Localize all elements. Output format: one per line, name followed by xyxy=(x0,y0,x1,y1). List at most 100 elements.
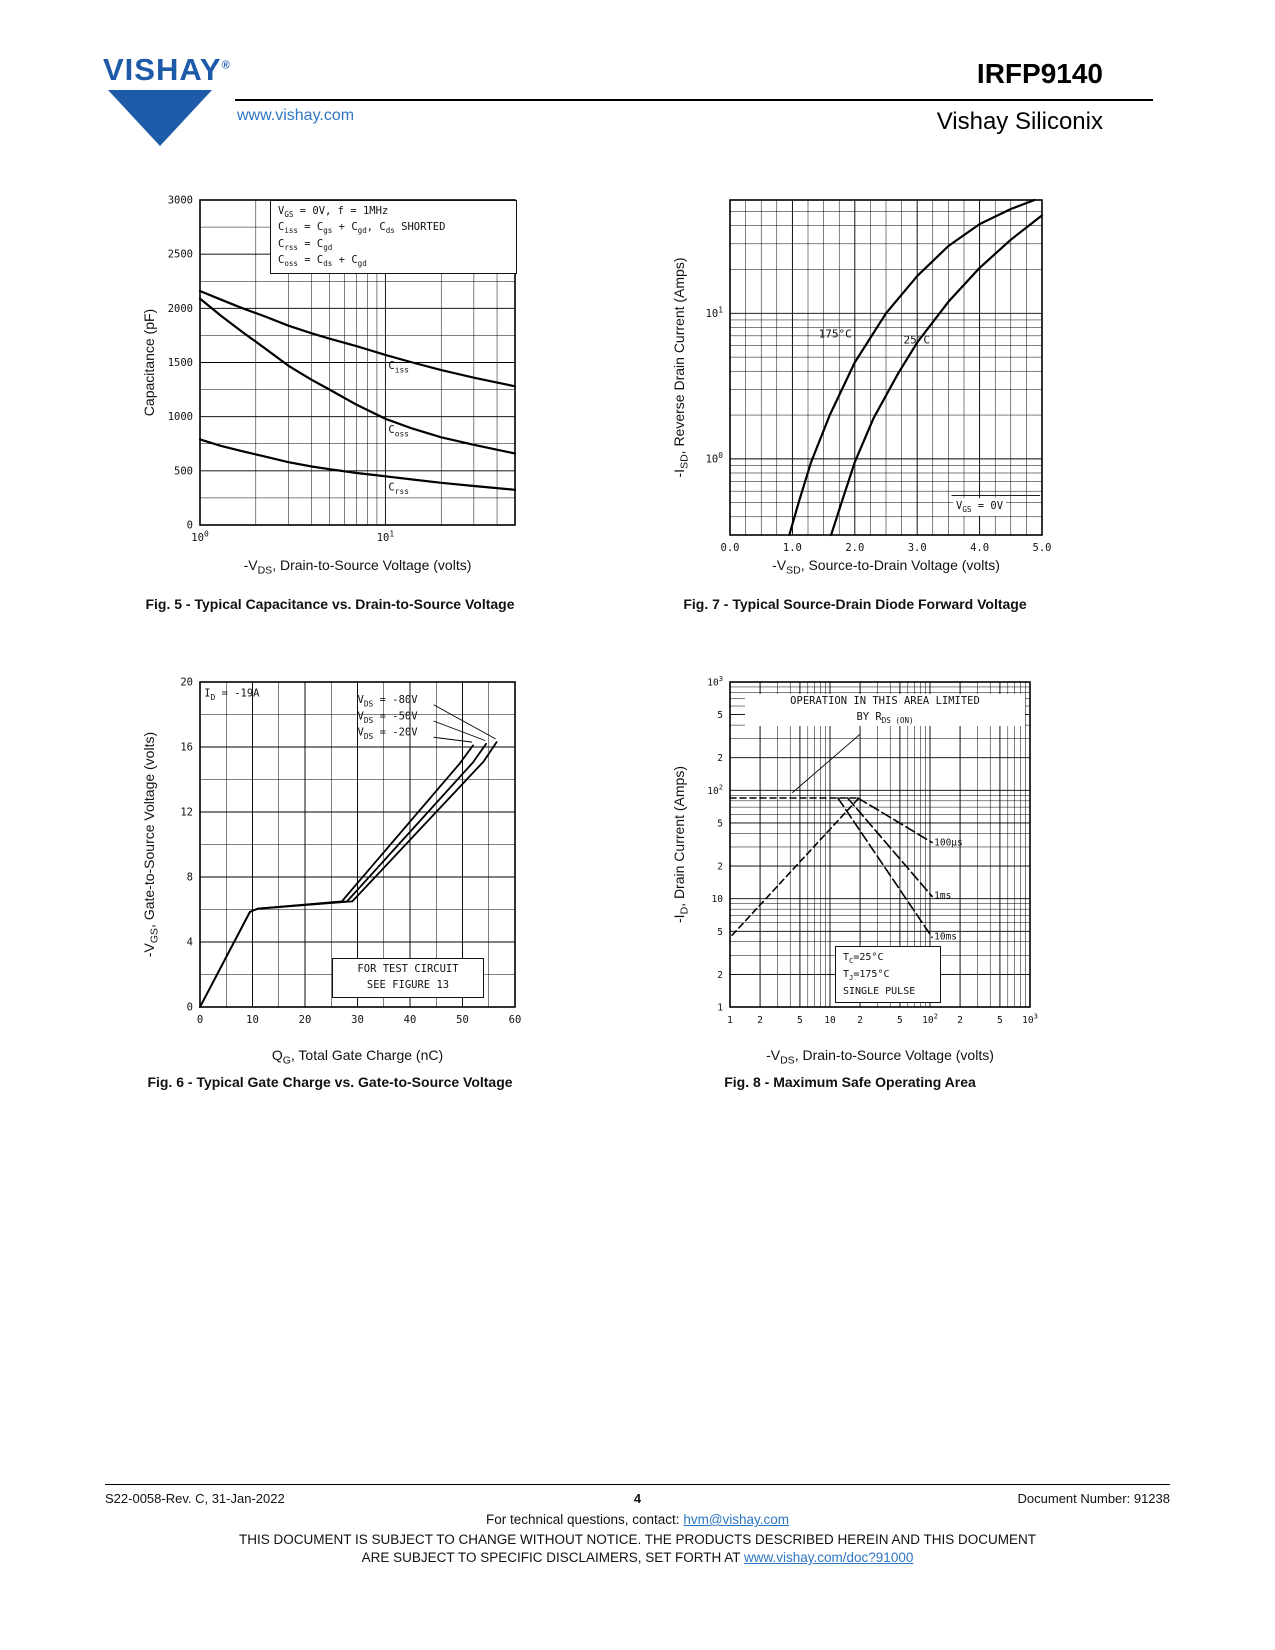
brand-text: VISHAY xyxy=(103,52,222,87)
vishay-website-link[interactable]: www.vishay.com xyxy=(237,107,355,124)
svg-text:2: 2 xyxy=(857,1015,863,1026)
svg-text:2: 2 xyxy=(757,1015,763,1026)
svg-text:102: 102 xyxy=(707,782,723,797)
svg-text:0: 0 xyxy=(187,1002,193,1014)
svg-text:5: 5 xyxy=(717,927,723,938)
svg-text:12: 12 xyxy=(180,807,193,819)
fig8-operation-note: OPERATION IN THIS AREA LIMITED BY RDS (ON… xyxy=(745,694,1025,727)
svg-text:10: 10 xyxy=(712,894,724,905)
svg-text:2: 2 xyxy=(717,970,723,981)
footer-page-number: 4 xyxy=(633,1491,642,1506)
svg-text:103: 103 xyxy=(707,674,723,689)
fig8-soa-chart: 1 2 5 10 2 5 102 2 5 103 1 2 5 10 2 5 102 2 5 103 100μs 1ms 10… xyxy=(645,660,1055,1070)
svg-text:QG, Total Gate Charge (nC): QG, Total Gate Charge (nC) xyxy=(272,1047,443,1067)
svg-text:100: 100 xyxy=(706,451,724,466)
svg-text:5: 5 xyxy=(797,1015,803,1026)
svg-text:10: 10 xyxy=(246,1014,259,1026)
svg-text:1000: 1000 xyxy=(168,411,193,423)
vishay-triangle-icon xyxy=(108,90,212,146)
svg-text:4: 4 xyxy=(187,937,193,949)
fig5-capacitance-chart: 100 101 0 500 1000 1500 2000 2500 3000 Ciss Coss Cr… xyxy=(120,180,540,580)
svg-text:0.0: 0.0 xyxy=(721,542,740,554)
footer-contact: For technical questions, contact: hvm@vi… xyxy=(0,1512,1275,1527)
svg-text:10: 10 xyxy=(824,1015,836,1026)
vishay-logo: VISHAY® xyxy=(103,52,231,146)
fig5-caption: Fig. 5 - Typical Capacitance vs. Drain-t… xyxy=(145,596,515,612)
footer-disclaimer-line2: ARE SUBJECT TO SPECIFIC DISCLAIMERS, SET… xyxy=(0,1550,1275,1565)
svg-text:20: 20 xyxy=(299,1014,312,1026)
svg-text:2: 2 xyxy=(717,753,723,764)
svg-text:2.0: 2.0 xyxy=(845,542,864,554)
svg-text:VDS = -20V: VDS = -20V xyxy=(358,727,419,742)
svg-text:500: 500 xyxy=(174,465,193,477)
header-rule xyxy=(235,99,1153,101)
svg-text:1ms: 1ms xyxy=(934,891,951,902)
svg-text:2000: 2000 xyxy=(168,303,193,315)
svg-text:VDS = -80V: VDS = -80V xyxy=(358,694,419,709)
svg-text:0: 0 xyxy=(187,520,193,532)
svg-text:Capacitance (pF): Capacitance (pF) xyxy=(141,309,157,416)
svg-text:5: 5 xyxy=(717,818,723,829)
svg-text:40: 40 xyxy=(404,1014,417,1026)
fig7-vgs-note: VGS = 0V xyxy=(953,498,1007,517)
svg-text:60: 60 xyxy=(509,1014,522,1026)
svg-text:ID = -19A: ID = -19A xyxy=(204,688,260,703)
svg-text:1.0: 1.0 xyxy=(783,542,802,554)
svg-text:Coss: Coss xyxy=(388,424,409,439)
footer-disclaimer-link[interactable]: www.vishay.com/doc?91000 xyxy=(744,1550,914,1565)
svg-text:50: 50 xyxy=(456,1014,469,1026)
svg-text:4.0: 4.0 xyxy=(970,542,989,554)
fig6-gate-charge-chart: 0 10 20 30 40 50 60 0 4 8 12 16 20 ID = -19A VDS = -80… xyxy=(120,660,540,1070)
svg-text:3000: 3000 xyxy=(168,195,193,207)
fig8-caption: Fig. 8 - Maximum Safe Operating Area xyxy=(724,1074,976,1090)
svg-text:5: 5 xyxy=(997,1015,1003,1026)
svg-text:101: 101 xyxy=(706,305,724,320)
svg-text:2: 2 xyxy=(717,862,723,873)
svg-text:3.0: 3.0 xyxy=(908,542,927,554)
footer-contact-text: For technical questions, contact: xyxy=(485,1512,684,1527)
svg-text:1: 1 xyxy=(727,1015,733,1026)
svg-text:-VDS, Drain-to-Source Voltage: -VDS, Drain-to-Source Voltage (volts) xyxy=(766,1047,994,1067)
svg-text:Ciss: Ciss xyxy=(388,360,409,375)
svg-text:100: 100 xyxy=(191,530,209,545)
svg-text:2500: 2500 xyxy=(168,249,193,261)
fig6-caption: Fig. 6 - Typical Gate Charge vs. Gate-to… xyxy=(147,1074,513,1090)
svg-text:5: 5 xyxy=(717,710,723,721)
svg-text:-VDS, Drain-to-Source Voltage: -VDS, Drain-to-Source Voltage (volts) xyxy=(244,557,472,577)
svg-text:20: 20 xyxy=(180,677,193,689)
footer-contact-email-link[interactable]: hvm@vishay.com xyxy=(683,1512,790,1527)
division-title: Vishay Siliconix xyxy=(936,108,1103,135)
svg-text:1500: 1500 xyxy=(168,357,193,369)
svg-text:-ID, Drain Current (Amps): -ID, Drain Current (Amps) xyxy=(671,766,691,923)
svg-text:101: 101 xyxy=(377,530,395,545)
svg-text:5.0: 5.0 xyxy=(1033,542,1052,554)
svg-text:25°C: 25°C xyxy=(903,334,930,347)
footer-disclaimer-text: ARE SUBJECT TO SPECIFIC DISCLAIMERS, SET… xyxy=(361,1550,744,1565)
footer-revision: S22-0058-Rev. C, 31-Jan-2022 xyxy=(105,1491,285,1506)
svg-text:-VGS, Gate-to-Source Voltage (: -VGS, Gate-to-Source Voltage (volts) xyxy=(141,732,161,957)
svg-text:175°C: 175°C xyxy=(819,328,852,341)
fig7-caption: Fig. 7 - Typical Source-Drain Diode Forw… xyxy=(683,596,1027,612)
svg-text:2: 2 xyxy=(957,1015,963,1026)
svg-text:1: 1 xyxy=(717,1003,723,1014)
fig8-conditions-box: TC=25°C TJ=175°C SINGLE PULSE xyxy=(835,946,941,1003)
svg-text:100μs: 100μs xyxy=(934,837,963,848)
fig7-diode-forward-voltage-chart: 0.0 1.0 2.0 3.0 4.0 5.0 100 101 175°C 25°C -VSD, S… xyxy=(645,180,1065,580)
svg-text:16: 16 xyxy=(180,742,193,754)
svg-text:30: 30 xyxy=(351,1014,364,1026)
svg-text:0: 0 xyxy=(197,1014,203,1026)
fig5-legend-box: VGS = 0V, f = 1MHz Ciss = Cgs + Cgd, Cds … xyxy=(270,200,517,274)
vishay-wordmark: VISHAY® xyxy=(103,52,231,88)
svg-text:10ms: 10ms xyxy=(934,931,957,942)
fig6-test-circuit-note: FOR TEST CIRCUIT SEE FIGURE 13 xyxy=(332,958,484,998)
svg-text:8: 8 xyxy=(187,872,193,884)
footer-document-number: Document Number: 91238 xyxy=(1017,1491,1170,1506)
footer-rule xyxy=(105,1484,1170,1485)
svg-text:102: 102 xyxy=(922,1012,938,1027)
svg-text:-VSD, Source-to-Drain Voltage: -VSD, Source-to-Drain Voltage (volts) xyxy=(772,557,1000,577)
svg-text:-ISD, Reverse Drain Current (A: -ISD, Reverse Drain Current (Amps) xyxy=(671,258,691,478)
svg-text:VDS = -50V: VDS = -50V xyxy=(358,710,419,725)
part-number-title: IRFP9140 xyxy=(976,58,1103,89)
registered-mark: ® xyxy=(221,59,231,72)
